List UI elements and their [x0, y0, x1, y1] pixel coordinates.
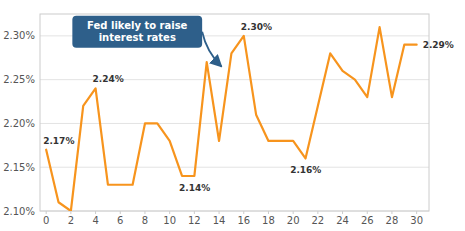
x-tick	[317, 211, 318, 214]
x-tick	[194, 211, 195, 214]
x-tick	[46, 211, 47, 214]
x-tick	[416, 211, 417, 214]
x-tick-label: 12	[188, 215, 201, 226]
x-tick-label: 2	[68, 215, 74, 226]
x-tick	[144, 211, 145, 214]
data-label: 2.16%	[290, 165, 321, 175]
x-tick	[243, 211, 244, 214]
x-tick-label: 4	[92, 215, 98, 226]
callout-text: Fed likely to raiseinterest rates	[87, 20, 187, 43]
data-label: 2.17%	[43, 136, 74, 146]
x-tick	[293, 211, 294, 214]
data-label: 2.24%	[93, 74, 124, 84]
y-tick-label: 2.30%	[3, 30, 35, 41]
grid-line	[40, 167, 429, 168]
x-tick-label: 20	[287, 215, 300, 226]
y-tick-label: 2.10%	[3, 206, 35, 217]
data-label: 2.14%	[179, 183, 210, 193]
x-tick	[268, 211, 269, 214]
data-label: 2.29%	[423, 40, 454, 50]
x-tick	[367, 211, 368, 214]
x-tick	[219, 211, 220, 214]
x-tick-label: 8	[142, 215, 148, 226]
x-tick-label: 24	[336, 215, 349, 226]
x-tick-label: 18	[262, 215, 275, 226]
data-label: 2.30%	[241, 22, 272, 32]
x-tick-label: 16	[237, 215, 250, 226]
x-tick-label: 14	[213, 215, 226, 226]
x-tick	[95, 211, 96, 214]
line	[46, 27, 416, 211]
x-tick-label: 26	[361, 215, 374, 226]
y-tick-label: 2.20%	[3, 118, 35, 129]
series	[46, 27, 416, 211]
x-tick	[391, 211, 392, 214]
x-tick	[169, 211, 170, 214]
callout: Fed likely to raiseinterest rates	[72, 16, 221, 67]
y-tick-label: 2.25%	[3, 74, 35, 85]
x-tick-label: 0	[43, 215, 49, 226]
x-tick-label: 30	[410, 215, 423, 226]
callout-box	[72, 16, 202, 48]
callout-arrow	[202, 32, 221, 67]
grid-line	[40, 123, 429, 124]
x-tick-label: 28	[386, 215, 399, 226]
x-tick-label: 6	[117, 215, 123, 226]
chart: 2.10%2.15%2.20%2.25%2.30%024681012141618…	[0, 0, 465, 231]
x-tick	[342, 211, 343, 214]
x-tick-label: 10	[163, 215, 176, 226]
x-tick	[120, 211, 121, 214]
y-tick-label: 2.15%	[3, 162, 35, 173]
plot-frame	[40, 14, 429, 211]
x-tick-label: 22	[311, 215, 324, 226]
x-tick	[70, 211, 71, 214]
grid	[40, 36, 429, 211]
